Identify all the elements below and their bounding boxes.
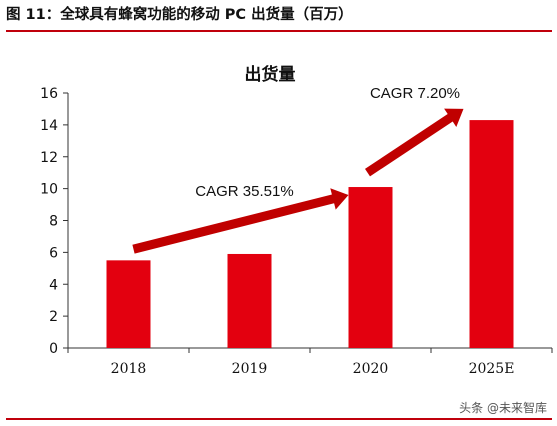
cagr-label: CAGR 35.51% (195, 183, 293, 200)
x-tick-label: 2018 (111, 361, 147, 377)
y-tick-label: 10 (40, 182, 58, 198)
bar (469, 120, 514, 348)
top-divider (6, 30, 552, 32)
bottom-divider (6, 418, 552, 420)
y-tick-label: 2 (49, 309, 58, 325)
bar (106, 260, 151, 348)
cagr-arrow (365, 108, 464, 177)
y-tick-label: 6 (49, 245, 58, 261)
y-tick-label: 8 (49, 214, 58, 230)
x-tick-label: 2025E (469, 361, 515, 377)
figure-title: 图 11：全球具有蜂窝功能的移动 PC 出货量（百万） (6, 7, 353, 23)
y-tick-label: 4 (49, 277, 58, 293)
chart-title: 出货量 (245, 64, 296, 85)
bar (227, 253, 272, 348)
bar (348, 187, 393, 348)
cagr-arrow (132, 188, 349, 254)
x-tick-label: 2019 (232, 361, 268, 377)
y-tick-label: 14 (40, 118, 58, 134)
cagr-label: CAGR 7.20% (370, 85, 460, 102)
watermark: 头条 @未来智库 (459, 399, 547, 416)
y-tick-label: 0 (49, 341, 58, 357)
y-tick-label: 12 (40, 150, 58, 166)
y-tick-label: 16 (40, 86, 58, 102)
x-tick-label: 2020 (353, 361, 389, 377)
